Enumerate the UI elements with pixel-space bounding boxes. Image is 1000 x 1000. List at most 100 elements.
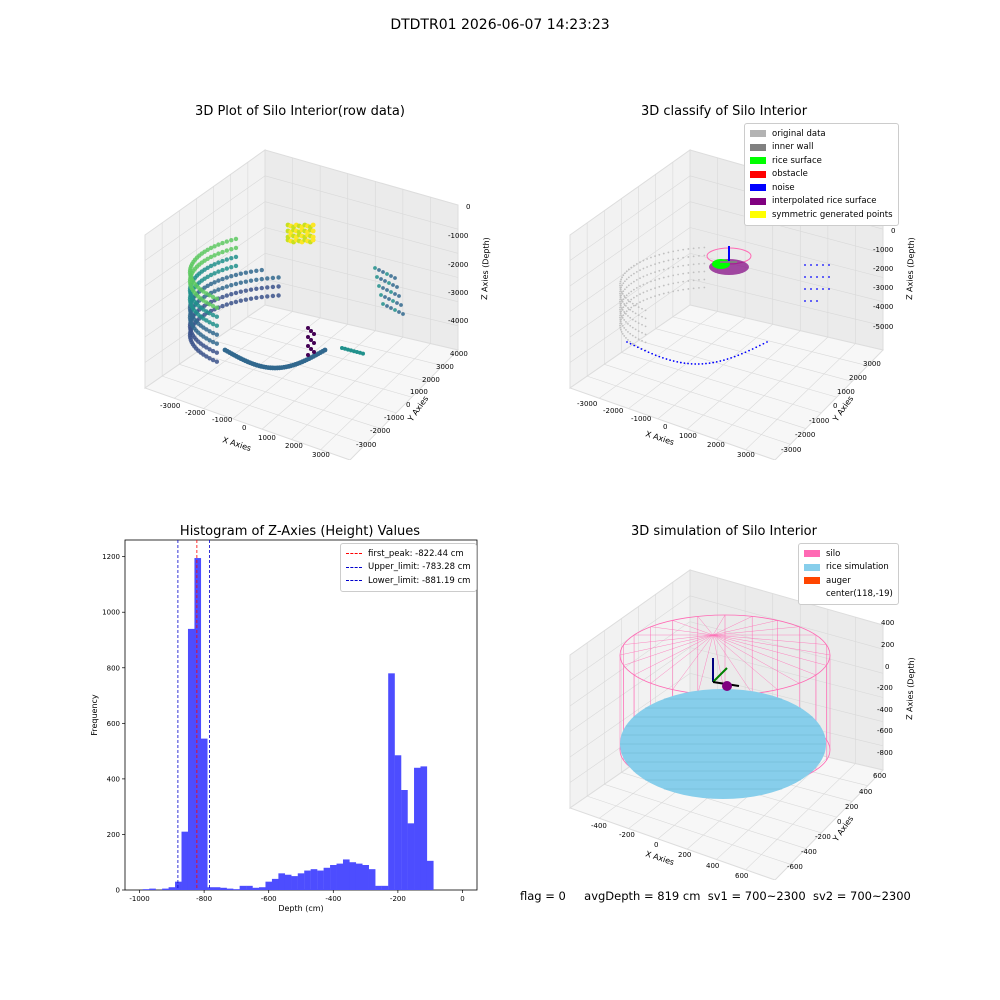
- histogram-bar: [207, 887, 214, 890]
- legend-line: [346, 553, 362, 555]
- raw-3d-grid: [144, 157, 459, 450]
- legend-swatch: [750, 130, 766, 138]
- histogram-xtick-label: 0: [460, 895, 464, 903]
- status-avg-depth: avgDepth = 819 cm: [584, 889, 701, 903]
- histogram-bar: [168, 887, 176, 890]
- raw-plot-title: 3D Plot of Silo Interior(row data): [195, 104, 405, 119]
- raw-ytick: 3000: [436, 363, 454, 371]
- sim-xtick: 0: [654, 841, 658, 849]
- legend-swatch: [804, 577, 820, 585]
- histogram-xtick-label: -600: [261, 895, 277, 903]
- legend-line: [346, 566, 362, 568]
- raw-xtick: -3000: [160, 402, 180, 410]
- raw-xtick: 0: [242, 424, 246, 432]
- legend-swatch: [750, 157, 766, 165]
- raw-ztick: 0: [466, 203, 470, 211]
- raw-xtick: -2000: [185, 409, 205, 417]
- histogram-bar: [181, 831, 189, 890]
- auger-body: [722, 681, 732, 691]
- histogram-bar: [187, 628, 195, 890]
- legend-item-silo: silo: [804, 547, 893, 561]
- sim-ytick: -200: [815, 833, 831, 841]
- histogram-bar: [355, 863, 363, 890]
- auger-axis-y: [712, 667, 728, 683]
- histogram-ytick-label: 600: [107, 720, 120, 728]
- histogram-ytick-label: 200: [107, 831, 120, 839]
- classify-ztick: -4000: [873, 303, 893, 311]
- raw-ztick: -1000: [448, 232, 468, 240]
- raw-z-ticks: 0 -1000 -2000 -3000 -4000: [448, 203, 470, 325]
- histogram-ytick-label: 400: [107, 775, 120, 783]
- legend-swatch: [804, 591, 820, 598]
- legend-item-lower-limit: Lower_limit: -881.19 cm: [346, 574, 471, 588]
- legend-item-inner-wall: inner wall: [750, 141, 893, 155]
- classify-legend: original data inner wall rice surface ob…: [744, 123, 899, 226]
- histogram-bar: [394, 755, 402, 890]
- sim-ztick: -800: [877, 749, 893, 757]
- legend-item-obstacle: obstacle: [750, 168, 893, 182]
- sim-xtick: 200: [678, 851, 691, 859]
- histogram-bar: [401, 790, 408, 890]
- legend-item-auger: auger: [804, 574, 893, 588]
- histogram-vlines: [177, 540, 210, 890]
- status-flag: flag = 0: [520, 889, 566, 903]
- classify-ytick: -2000: [795, 431, 815, 439]
- histogram-bar: [252, 887, 260, 890]
- sim-ytick: -400: [801, 848, 817, 856]
- raw-ytick: -2000: [370, 427, 390, 435]
- histogram-bar: [297, 873, 305, 890]
- raw-xtick: 1000: [258, 434, 276, 442]
- classify-xtick: 0: [663, 423, 667, 431]
- raw-z-label: Z Axies (Depth): [480, 237, 491, 300]
- classify-xtick: -3000: [577, 400, 597, 408]
- histogram-ytick-label: 1200: [102, 553, 120, 561]
- histogram-bar: [317, 870, 324, 890]
- sim-xtick: 600: [735, 872, 748, 880]
- raw-ztick: -4000: [448, 317, 468, 325]
- sim-xtick: -400: [591, 822, 607, 830]
- histogram-bar: [233, 889, 240, 890]
- sim-xtick: -200: [619, 831, 635, 839]
- raw-ytick: 4000: [450, 350, 468, 358]
- histogram-ytick-label: 0: [116, 887, 120, 895]
- histogram-bar: [336, 863, 344, 890]
- simulation-z-ticks: 400 200 0 -200 -400 -600 -800: [877, 619, 894, 757]
- raw-ytick: -3000: [356, 441, 376, 449]
- classify-ztick: 0: [891, 227, 895, 235]
- classify-xtick: 2000: [707, 441, 725, 449]
- raw-xtick: 2000: [285, 442, 303, 450]
- histogram-bar: [265, 881, 273, 890]
- raw-ytick: 2000: [422, 376, 440, 384]
- raw-ztick: -2000: [448, 261, 468, 269]
- classify-ytick: 0: [833, 402, 837, 410]
- histogram-xtick-label: -400: [325, 895, 341, 903]
- histogram-bar: [259, 887, 266, 890]
- legend-swatch: [750, 143, 766, 151]
- legend-swatch: [804, 563, 820, 571]
- classify-ytick: 2000: [849, 374, 867, 382]
- histogram-bar: [278, 873, 286, 890]
- histogram-bar: [246, 885, 253, 890]
- histogram-bar: [239, 885, 247, 890]
- histogram-y-label: Frequency: [90, 694, 99, 736]
- histogram-x-ticks: -1000 -800 -600 -400 -200 0: [129, 890, 465, 903]
- histogram-bar: [200, 738, 208, 890]
- raw-3d-points: [187, 222, 405, 371]
- histogram-bar: [194, 558, 202, 890]
- legend-swatch: [750, 184, 766, 192]
- histogram-bars: [142, 558, 434, 890]
- histogram-legend: first_peak: -822.44 cm Upper_limit: -783…: [340, 543, 477, 592]
- legend-item-rice-surface: rice surface: [750, 154, 893, 168]
- histogram-y-ticks: 0 200 400 600 800 1000 1200: [102, 553, 125, 895]
- histogram-bar: [381, 885, 389, 890]
- legend-item-noise: noise: [750, 181, 893, 195]
- raw-ytick: 1000: [410, 388, 428, 396]
- histogram-bar: [142, 889, 150, 890]
- sim-ytick: 200: [845, 803, 858, 811]
- raw-3d-plot: -3000 -2000 -1000 0 1000 2000 3000 X Axi…: [143, 149, 491, 460]
- classify-x-ticks: -3000 -2000 -1000 0 1000 2000 3000: [577, 400, 755, 459]
- raw-x-label: X Axies: [221, 435, 252, 453]
- histogram-bar: [304, 870, 311, 890]
- histogram-xtick-label: -1000: [129, 895, 149, 903]
- classify-3d-points: [619, 246, 830, 365]
